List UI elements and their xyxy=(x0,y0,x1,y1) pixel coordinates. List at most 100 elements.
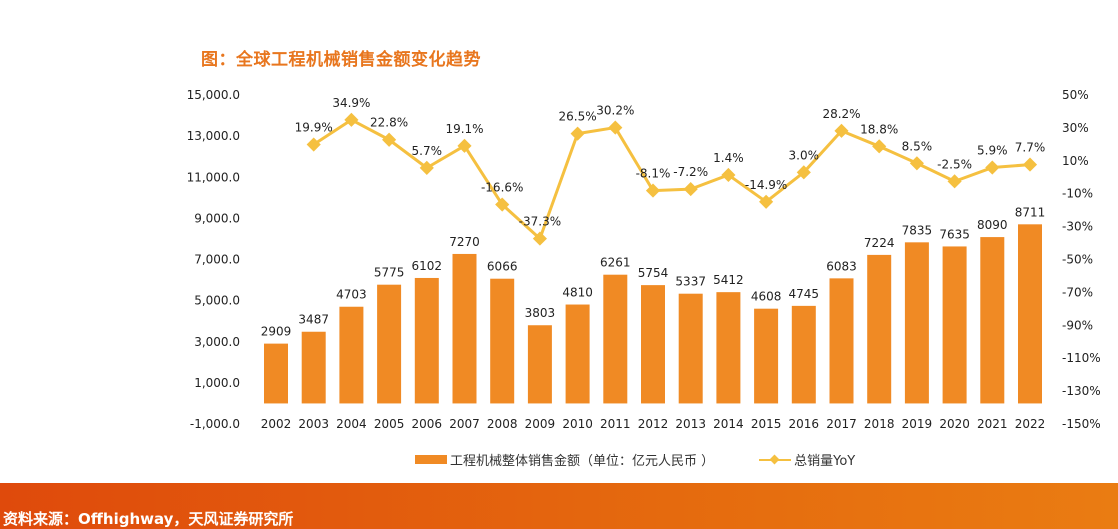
yoy-data-label: 34.9% xyxy=(332,96,370,110)
right-axis-tick: -30% xyxy=(1062,220,1093,234)
yoy-point xyxy=(834,123,849,138)
yoy-data-label: 19.9% xyxy=(295,121,333,135)
x-axis-tick: 2007 xyxy=(449,417,480,431)
yoy-data-label: 26.5% xyxy=(559,110,597,124)
bar xyxy=(716,292,741,404)
left-axis-tick: -1,000.0 xyxy=(190,417,240,431)
yoy-data-label: 19.1% xyxy=(445,122,483,136)
bar xyxy=(603,274,628,404)
right-axis-tick: -150% xyxy=(1062,417,1101,431)
bar xyxy=(377,284,402,404)
bar-data-label: 4703 xyxy=(336,288,367,302)
bar-data-label: 4810 xyxy=(562,286,593,300)
x-axis-tick: 2005 xyxy=(374,417,405,431)
right-axis-tick: 50% xyxy=(1062,88,1089,102)
left-axis-tick: 7,000.0 xyxy=(194,253,240,267)
bar-data-label: 7270 xyxy=(449,235,480,249)
x-axis-tick: 2011 xyxy=(600,417,631,431)
x-axis-tick: 2014 xyxy=(713,417,744,431)
bar-data-label: 8090 xyxy=(977,218,1008,232)
bar xyxy=(791,305,816,404)
yoy-point xyxy=(532,231,547,246)
right-axis-tick: -110% xyxy=(1062,351,1101,365)
bar-data-label: 6102 xyxy=(412,259,443,273)
yoy-point xyxy=(985,160,1000,175)
bar xyxy=(980,237,1005,404)
yoy-point xyxy=(419,160,434,175)
yoy-data-label: 30.2% xyxy=(596,104,634,118)
x-axis-tick: 2022 xyxy=(1015,417,1046,431)
yoy-point xyxy=(645,183,661,198)
bar-data-label: 5412 xyxy=(713,273,744,287)
yoy-data-label: -7.2% xyxy=(673,165,708,179)
yoy-point xyxy=(306,137,321,152)
x-axis-tick: 2008 xyxy=(487,417,518,431)
x-axis-tick: 2019 xyxy=(902,417,933,431)
yoy-data-label: 18.8% xyxy=(860,122,898,136)
x-axis-tick: 2003 xyxy=(298,417,329,431)
bar xyxy=(641,285,665,404)
yoy-point xyxy=(570,126,585,141)
x-axis-tick: 2012 xyxy=(638,417,669,431)
yoy-point xyxy=(608,120,623,135)
chart-title: 图：全球工程机械销售金额变化趋势 xyxy=(201,50,481,70)
yoy-data-label: -8.1% xyxy=(636,167,671,181)
yoy-point xyxy=(683,182,698,197)
bar-data-label: 4745 xyxy=(789,287,820,301)
bar xyxy=(1018,224,1042,404)
x-axis-tick: 2017 xyxy=(826,417,857,431)
bar xyxy=(829,278,854,404)
bar xyxy=(527,325,552,404)
x-axis-tick: 2020 xyxy=(939,417,970,431)
yoy-data-label: 28.2% xyxy=(822,107,860,121)
right-axis-tick: -50% xyxy=(1062,253,1093,267)
left-axis-tick: 15,000.0 xyxy=(187,88,240,102)
x-axis-tick: 2016 xyxy=(789,417,820,431)
chart-plot: 15,000.0 13,000.0 11,000.0 9,000.0 7,000.0 5,… xyxy=(187,88,1101,431)
bar-data-label: 2909 xyxy=(261,325,292,339)
x-axis-tick: 2013 xyxy=(675,417,706,431)
left-axis-tick: 1,000.0 xyxy=(194,376,240,390)
yoy-data-label: 5.9% xyxy=(977,144,1008,158)
bar xyxy=(452,253,477,404)
bar-data-label: 5775 xyxy=(374,266,405,280)
yoy-point xyxy=(457,138,472,153)
yoy-data-label: 7.7% xyxy=(1015,141,1046,155)
bar-data-label: 8711 xyxy=(1015,205,1046,219)
bar-data-label: 7635 xyxy=(939,227,970,241)
yoy-point xyxy=(344,112,359,127)
right-axis-tick: 30% xyxy=(1062,121,1089,135)
source-note: 资料来源：Offhighway，天风证券研究所 xyxy=(3,510,294,528)
legend-line-label: 总销量YoY xyxy=(794,454,856,469)
yoy-data-label: 22.8% xyxy=(370,116,408,130)
yoy-data-label: -37.3% xyxy=(519,215,561,229)
bar-data-label: 6083 xyxy=(826,259,857,273)
legend-bar-label: 工程机械整体销售金额（单位：亿元人民币 ） xyxy=(450,454,715,469)
yoy-point xyxy=(909,156,924,171)
left-axis-tick: 11,000.0 xyxy=(187,170,240,184)
yoy-data-label: 3.0% xyxy=(789,148,820,162)
x-axis-tick: 2004 xyxy=(336,417,367,431)
left-axis-tick: 13,000.0 xyxy=(187,129,240,143)
left-axis-tick: 3,000.0 xyxy=(194,335,240,349)
x-axis-tick: 2009 xyxy=(525,417,556,431)
bar-data-label: 5754 xyxy=(638,266,669,280)
right-axis-tick: -10% xyxy=(1062,187,1093,201)
yoy-data-label: 5.7% xyxy=(412,144,443,158)
left-axis-tick: 5,000.0 xyxy=(194,294,240,308)
bar xyxy=(339,306,364,404)
bar xyxy=(942,246,967,404)
yoy-data-label: -14.9% xyxy=(745,178,787,192)
bar xyxy=(754,308,779,404)
yoy-point xyxy=(495,197,510,212)
x-axis-tick: 2010 xyxy=(562,417,593,431)
bar xyxy=(301,331,326,404)
bar-data-label: 4608 xyxy=(751,290,782,304)
legend: 工程机械整体销售金额（单位：亿元人民币 ） 总销量YoY xyxy=(415,450,855,469)
right-axis-tick: -130% xyxy=(1062,384,1101,398)
legend-line-swatch xyxy=(759,453,792,467)
right-axis-tick: -70% xyxy=(1062,285,1093,299)
x-axis-tick: 2015 xyxy=(751,417,782,431)
bar xyxy=(414,277,439,404)
bar-data-label: 7835 xyxy=(902,223,933,237)
